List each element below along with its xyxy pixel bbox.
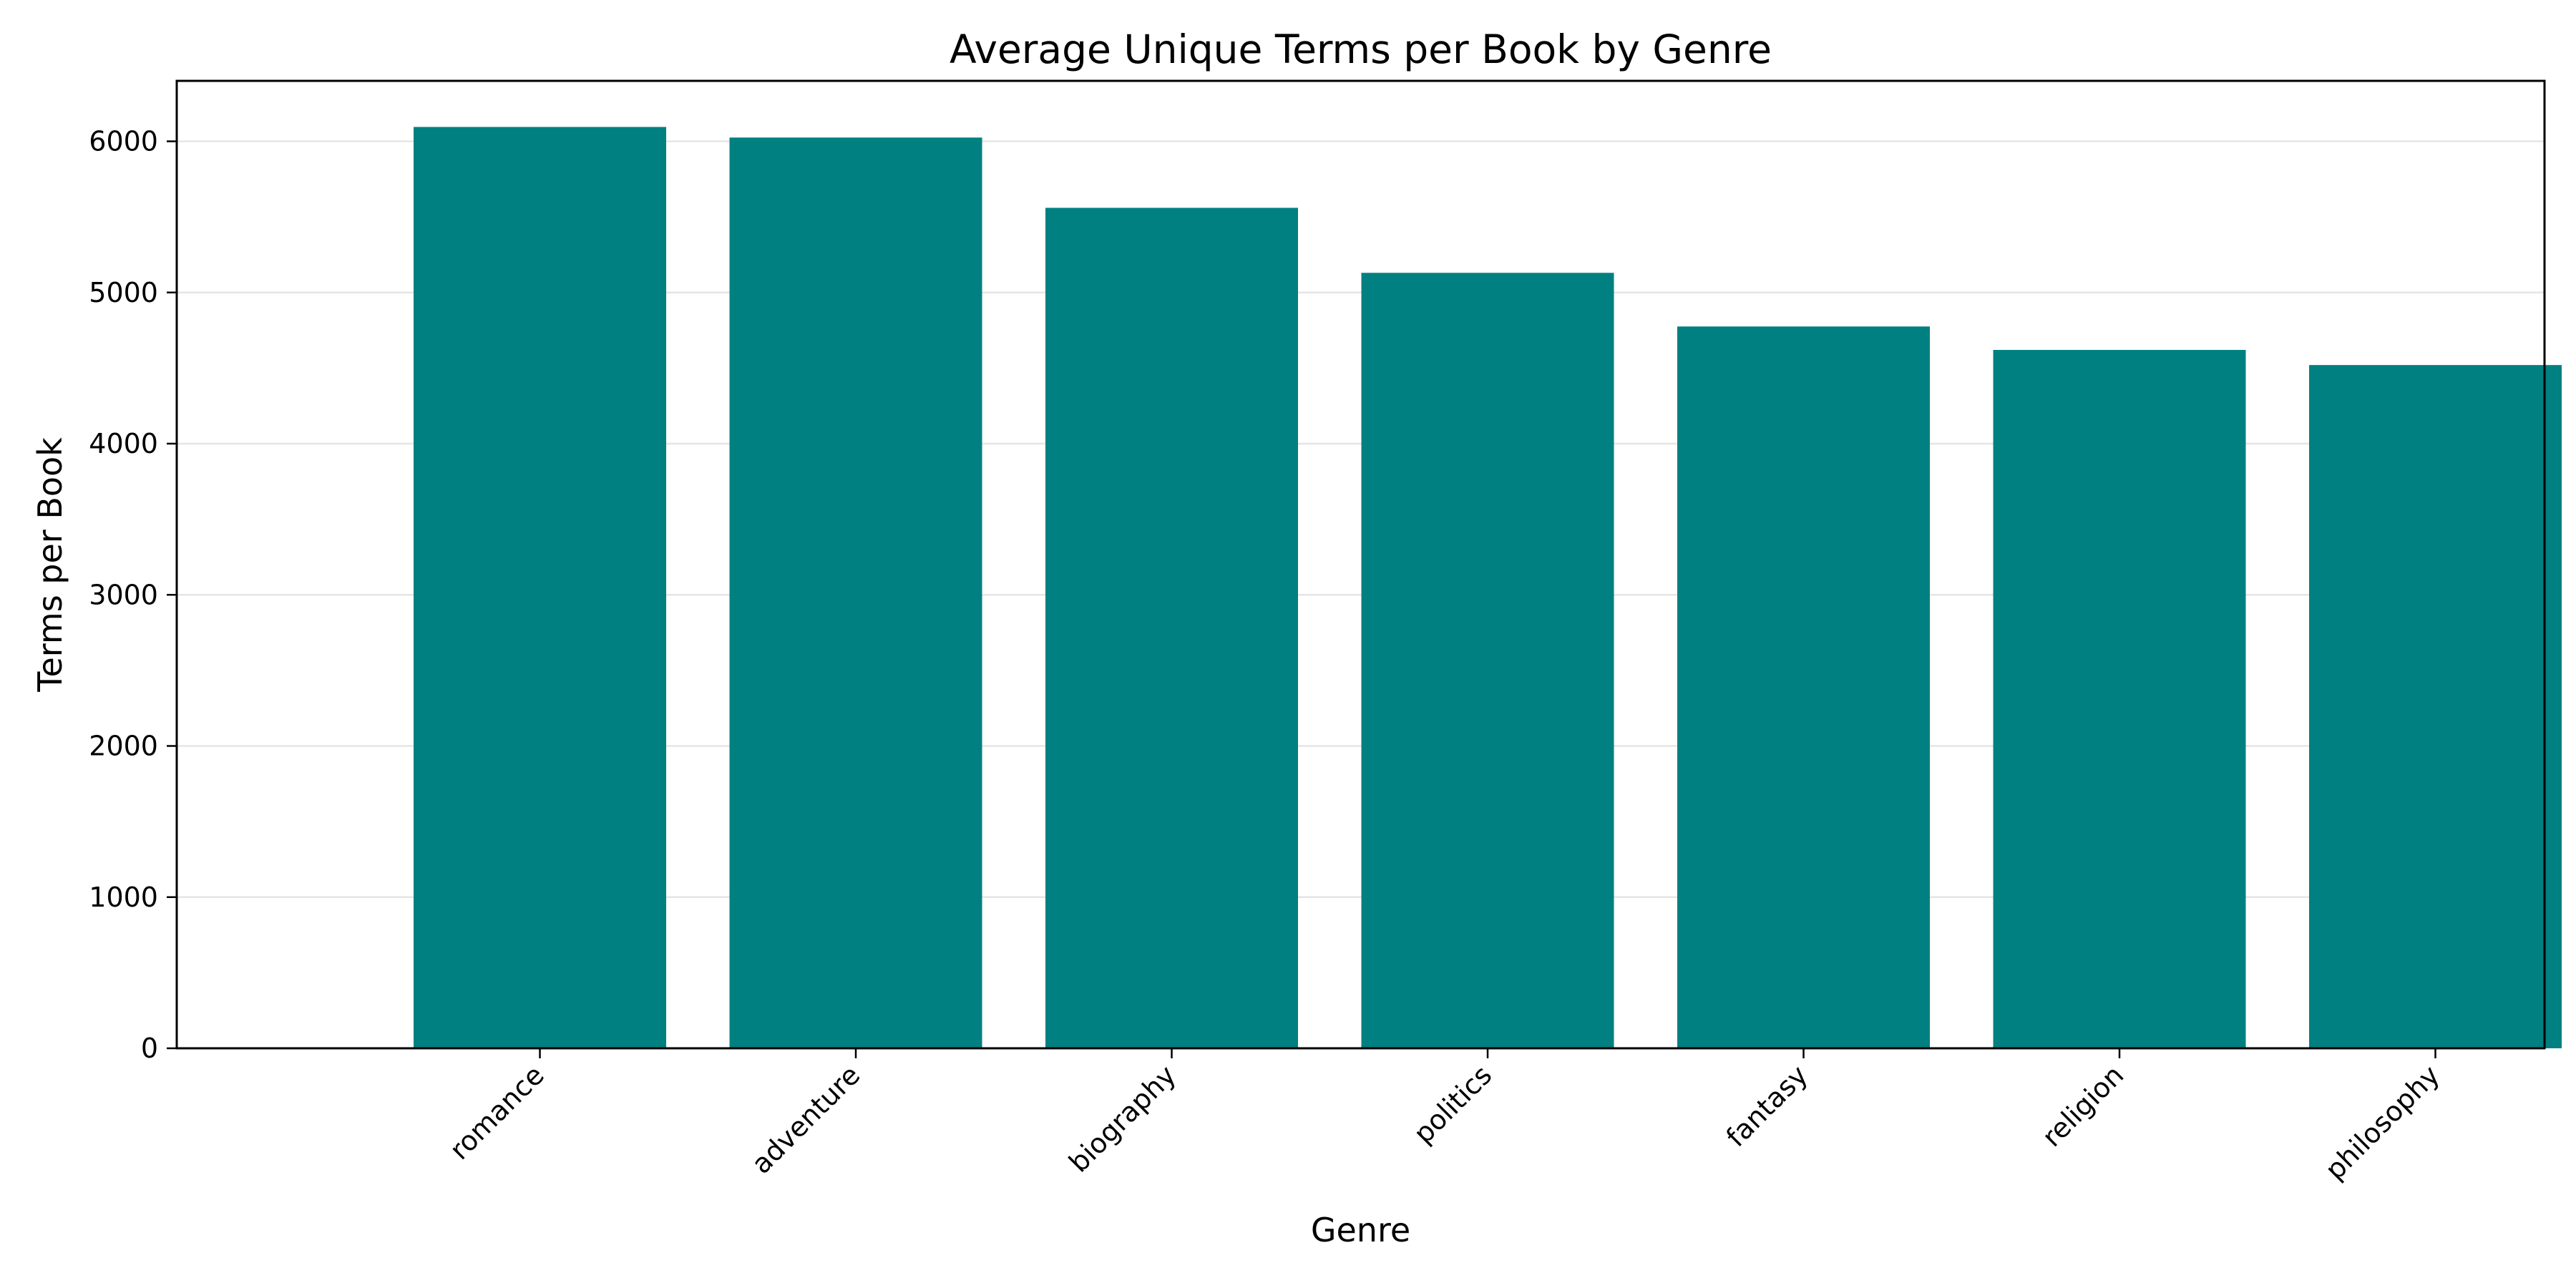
bar-fantasy (1677, 326, 1930, 1048)
y-tick-label: 5000 (89, 277, 158, 308)
plot-frame (175, 79, 2546, 1050)
y-tick-label: 3000 (89, 579, 158, 610)
bar-biography (1045, 208, 1298, 1049)
x-tick-label: politics (1407, 1059, 1498, 1149)
y-tick-label: 2000 (89, 731, 158, 762)
bar-philosophy (2309, 365, 2562, 1048)
y-tick-label: 4000 (89, 428, 158, 459)
x-tick-label: religion (2036, 1059, 2129, 1153)
bar-religion (1993, 350, 2246, 1048)
x-tick-label: fantasy (1720, 1059, 1814, 1153)
y-axis-ticks: 0 1000 2000 3000 4000 5000 6000 (89, 126, 177, 1064)
x-axis-label: Genre (1311, 1211, 1410, 1249)
bar-romance (414, 127, 666, 1048)
x-axis-ticks: romance adventure biography politics fantasy… (444, 1048, 2446, 1186)
bars (414, 127, 2562, 1049)
chart-title: Average Unique Terms per Book by Genre (950, 26, 1772, 72)
y-tick-label: 0 (141, 1033, 158, 1064)
bar-adventure (729, 137, 982, 1048)
x-tick-label: biography (1063, 1059, 1182, 1179)
bar-politics (1361, 273, 1614, 1049)
x-tick-label: philosophy (2319, 1059, 2446, 1186)
y-tick-label: 6000 (89, 126, 158, 157)
y-axis-label: Terms per Book (31, 437, 69, 693)
y-tick-label: 1000 (89, 882, 158, 913)
x-tick-label: adventure (746, 1059, 867, 1180)
x-tick-label: romance (444, 1059, 550, 1166)
